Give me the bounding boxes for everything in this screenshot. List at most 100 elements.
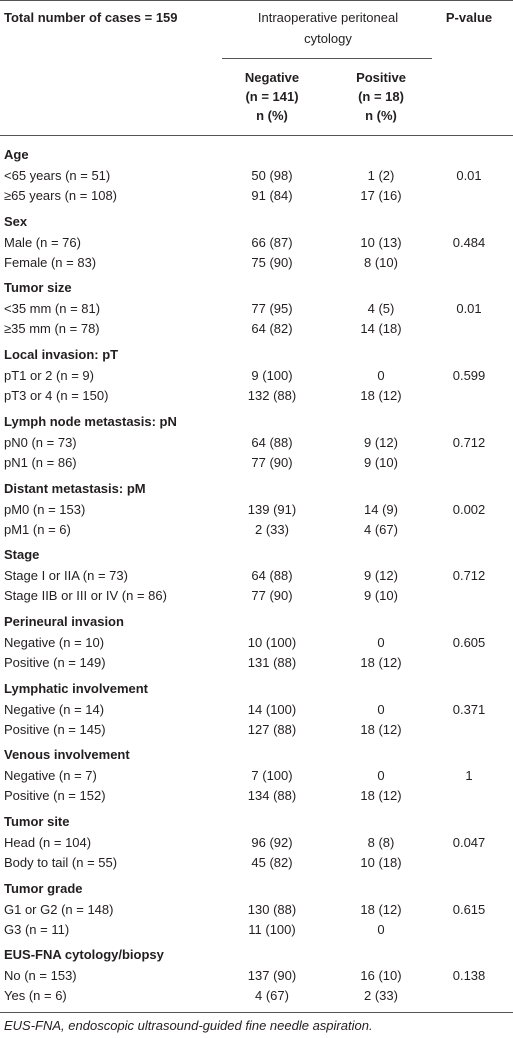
subcolumn-header: n (%) xyxy=(365,108,397,123)
cell: 91 (84) xyxy=(251,188,293,203)
cell: 18 (12) xyxy=(360,721,402,737)
cell: 0 xyxy=(377,921,385,937)
p-value: 0.615 xyxy=(452,901,486,917)
row-label: Stage I or IIA (n = 73) xyxy=(4,568,128,584)
row-label: <65 years (n = 51) xyxy=(4,168,111,183)
group-name: EUS-FNA cytology/biopsy xyxy=(4,947,164,963)
row-label: Male (n = 76) xyxy=(4,234,81,250)
p-value: 0.047 xyxy=(452,835,486,850)
cell: 132 (88) xyxy=(247,388,297,404)
cell: 18 (12) xyxy=(360,654,402,670)
group-name: Sex xyxy=(4,213,28,229)
footnote: EUS-FNA, endoscopic ultrasound-guided fi… xyxy=(4,1018,373,1033)
subcolumn-header: (n = 18) xyxy=(358,89,404,104)
cell: 10 (18) xyxy=(360,855,402,870)
row-label: pN1 (n = 86) xyxy=(4,454,77,470)
cell: 8 (8) xyxy=(367,835,395,850)
group-name: Stage xyxy=(4,547,40,563)
cell: 0 xyxy=(377,768,385,784)
bottom-rule xyxy=(0,1012,513,1013)
cell: 137 (90) xyxy=(247,968,297,984)
group-rule xyxy=(222,58,432,59)
cell: 77 (95) xyxy=(251,301,293,317)
cell: 18 (12) xyxy=(360,388,402,404)
cell: 10 (100) xyxy=(247,634,297,650)
cell: 18 (12) xyxy=(360,788,402,804)
p-value: 0.01 xyxy=(456,301,482,317)
cell: 45 (82) xyxy=(251,855,293,870)
row-label: Positive (n = 152) xyxy=(4,788,106,804)
cell: 9 (12) xyxy=(364,568,398,584)
cell: 18 (12) xyxy=(360,901,402,917)
subcolumn-header: Positive xyxy=(356,70,406,85)
subcolumn-header: Negative xyxy=(244,70,300,85)
p-value: 1 xyxy=(465,768,473,784)
row-label: Head (n = 104) xyxy=(4,835,92,850)
p-value-header: P-value xyxy=(445,10,493,25)
cell: 7 (100) xyxy=(251,768,293,784)
row-label: Negative (n = 14) xyxy=(4,701,105,717)
p-value: 0.712 xyxy=(452,568,486,584)
cell: 134 (88) xyxy=(247,788,297,804)
p-value: 0.605 xyxy=(452,634,486,650)
row-label: Negative (n = 7) xyxy=(4,768,97,784)
group-name: Distant metastasis: pM xyxy=(4,480,146,496)
column-group: Intraoperative peritoneal xyxy=(257,10,399,25)
row-label: ≥65 years (n = 108) xyxy=(4,188,118,203)
cell: 139 (91) xyxy=(247,501,297,517)
cell: 50 (98) xyxy=(251,168,293,183)
cell: 66 (87) xyxy=(251,234,293,250)
cell: 4 (67) xyxy=(255,988,289,1004)
group-name: Tumor size xyxy=(4,280,72,296)
cell: 9 (100) xyxy=(251,368,293,384)
row-label: G1 or G2 (n = 148) xyxy=(4,901,114,917)
row-label: No (n = 153) xyxy=(4,968,77,984)
row-label: <35 mm (n = 81) xyxy=(4,301,101,317)
cell: 4 (67) xyxy=(364,521,398,537)
header-rule xyxy=(0,135,513,136)
cell: 16 (10) xyxy=(360,968,402,984)
row-label: pM0 (n = 153) xyxy=(4,501,86,517)
p-value: 0.01 xyxy=(456,168,482,183)
row-label: pM1 (n = 6) xyxy=(4,521,71,537)
row-label: G3 (n = 11) xyxy=(4,921,70,937)
cell: 96 (92) xyxy=(251,835,293,850)
cell: 64 (88) xyxy=(251,568,293,584)
row-label: Negative (n = 10) xyxy=(4,634,105,650)
cell: 77 (90) xyxy=(251,454,293,470)
cell: 17 (16) xyxy=(360,188,402,203)
row-label: Body to tail (n = 55) xyxy=(4,855,118,870)
row-label: Yes (n = 6) xyxy=(4,988,67,1004)
cell: 9 (12) xyxy=(364,434,398,450)
cell: 0 xyxy=(377,368,385,384)
group-name: Lymphatic involvement xyxy=(4,680,148,696)
cell: 8 (10) xyxy=(364,254,398,270)
p-value: 0.484 xyxy=(452,234,486,250)
cell: 14 (18) xyxy=(360,321,402,337)
cell: 127 (88) xyxy=(247,721,297,737)
cell: 0 xyxy=(377,634,385,650)
p-value: 0.002 xyxy=(452,501,486,517)
row-label: Stage IIB or III or IV (n = 86) xyxy=(4,588,167,604)
cell: 64 (82) xyxy=(251,321,293,337)
cell: 14 (9) xyxy=(364,501,398,517)
cell: 2 (33) xyxy=(255,521,289,537)
cell: 10 (13) xyxy=(360,234,402,250)
cell: 2 (33) xyxy=(364,988,398,1004)
cell: 77 (90) xyxy=(251,588,293,604)
subcolumn-header: n (%) xyxy=(256,108,288,123)
cell: 1 (2) xyxy=(367,168,395,183)
group-name: Perineural invasion xyxy=(4,613,124,629)
cell: 11 (100) xyxy=(248,921,296,937)
group-name: Age xyxy=(4,147,29,162)
cell: 64 (88) xyxy=(251,434,293,450)
row-label: Positive (n = 145) xyxy=(4,721,106,737)
cell: 0 xyxy=(377,701,385,717)
row-label: pT1 or 2 (n = 9) xyxy=(4,368,94,384)
cell: 75 (90) xyxy=(251,254,293,270)
p-value: 0.599 xyxy=(452,368,486,384)
top-rule xyxy=(0,0,513,1)
group-name: Tumor grade xyxy=(4,880,83,896)
cell: 4 (5) xyxy=(367,301,395,317)
